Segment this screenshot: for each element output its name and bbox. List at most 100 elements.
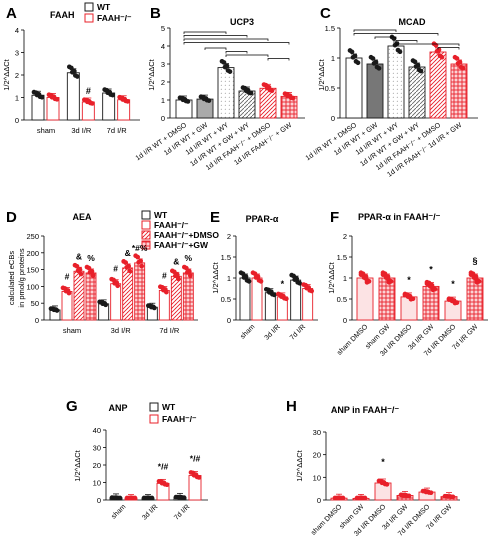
panel-f-annotation: * [429,264,433,274]
panel-b-ytick-label: 3 [161,60,165,69]
panel-f-2-point [408,296,414,302]
panel-e-ko-point [309,288,315,294]
panel-d-annotation: % [87,253,95,263]
panel-d-3-point [136,259,142,265]
panel-g-ytick-label: 10 [93,479,101,488]
panel-h-0-point [340,495,346,501]
panel-f-ylabel: 1/2^ΔΔCt [327,261,336,293]
panel-f-3-point [424,281,430,287]
panel-label-E: E [210,209,220,226]
panel-e-ytick-label: 0.5 [221,295,231,304]
panel-c-5-point [455,61,461,66]
panel-b-bracket [183,42,290,45]
panel-c-0-point [349,49,355,55]
panel-b-3-point [248,90,254,96]
panel-b-1-point [201,96,207,102]
panel-a-ko-point [84,99,90,105]
panel-c-0-point [350,54,356,60]
panel-a-wt-point [68,65,74,71]
panel-d-0-point [100,301,106,307]
panel-g-wt-point [176,494,182,500]
panel-d-3-point [86,265,92,271]
panel-e-wt-point [292,277,298,282]
panel-f-1-point [385,276,391,281]
panel-label-G: G [66,398,78,415]
panel-d-3-point [183,265,189,271]
panel-b-bracket [267,58,290,61]
panel-a-annotation: # [86,86,91,96]
panel-h-ytick-label: 10 [313,473,321,482]
panel-g-legend-wt-label: WT [162,402,176,412]
panel-h-0-point [335,495,341,501]
panel-d-annotation: # [162,270,167,280]
panel-e-xtick-label: sham [239,323,256,340]
panel-label-H: H [286,398,297,415]
panel-b-bracket [225,54,269,57]
panel-f-3-point [430,287,436,293]
panel-f-2-point [402,292,408,298]
panel-d-3-point [87,270,93,275]
panel-g-wt-point [149,495,155,501]
panel-g-ytick-label: 40 [93,426,101,435]
panel-c-5-point [454,56,460,61]
panel-c-ytick-label: 1.5 [325,24,335,33]
panel-h-annotation: * [381,457,385,467]
panel-d-bar [61,290,73,321]
panel-b-5-point [285,93,291,99]
panel-f-annotation: * [451,279,455,289]
panel-d-2-point [175,276,181,282]
panel-d-bar [85,272,97,321]
panel-d-bar [73,270,85,321]
panel-d-3-point [184,270,190,275]
panel-f-annotation: * [407,275,411,285]
panel-g-xtick-label: 7d I/R [173,503,191,521]
panel-h-3-point [406,493,412,499]
panel-d-annotation: *#% [132,243,148,253]
panel-d-xtick-label: sham [63,326,81,335]
panel-a-xtick-label: 7d I/R [107,126,128,135]
panel-b-bar [259,87,277,119]
panel-d-legend-2-label: FAAH⁻/⁻+DMSO [154,230,219,240]
panel-h-1-point [357,495,363,501]
panel-a-wt-point [105,90,111,96]
panel-c-4-point [439,54,445,60]
panel-d-annotation: & [125,248,131,258]
panel-e-ytick-label: 0 [227,316,231,325]
panel-b-bar [217,67,235,119]
panel-f-bar [356,277,374,321]
panel-f-5-point [474,279,480,285]
panel-f-ytick-label: 1.5 [337,253,347,262]
panel-a-wt-point [69,69,75,75]
panel-a-ko-point [54,96,60,102]
panel-d-2-point [75,268,81,274]
panel-d-3-point [90,273,96,278]
panel-b-2-point [221,60,227,65]
panel-c-4-point [434,48,440,54]
panel-c-bracket [353,29,397,32]
panel-f-annotation: § [472,256,477,266]
panel-c-bracket [395,43,460,46]
panel-e-ko-point [253,275,259,280]
panel-d-2-point [78,271,84,277]
panel-d-legend-1-label: FAAH⁻/⁻ [154,220,189,230]
panel-d-annotation: # [65,271,70,281]
panel-g-ko-point [196,475,202,480]
panel-c-1-point [376,65,382,71]
panel-g-ytick-label: 0 [97,496,101,505]
panel-d-bar [122,267,134,321]
panel-d-annotation: # [113,264,118,274]
panel-b-ytick-label: 5 [161,24,165,33]
panel-g-ko-point [164,482,170,488]
panel-a-wt-point [110,92,116,98]
panel-h-ytick-label: 30 [313,428,321,437]
panel-d-bar [110,283,122,321]
panel-label-C: C [320,5,331,22]
panel-d-ytick-label: 0 [35,316,39,325]
panel-h-ytick-label: 20 [313,451,321,460]
panel-c-ylabel: 1/2^ΔΔCt [317,58,326,90]
panel-h-1-point [362,495,368,501]
panel-e-wt-point [240,271,246,277]
panel-c-bar [387,45,405,119]
panel-d-annotation: & [76,251,82,261]
